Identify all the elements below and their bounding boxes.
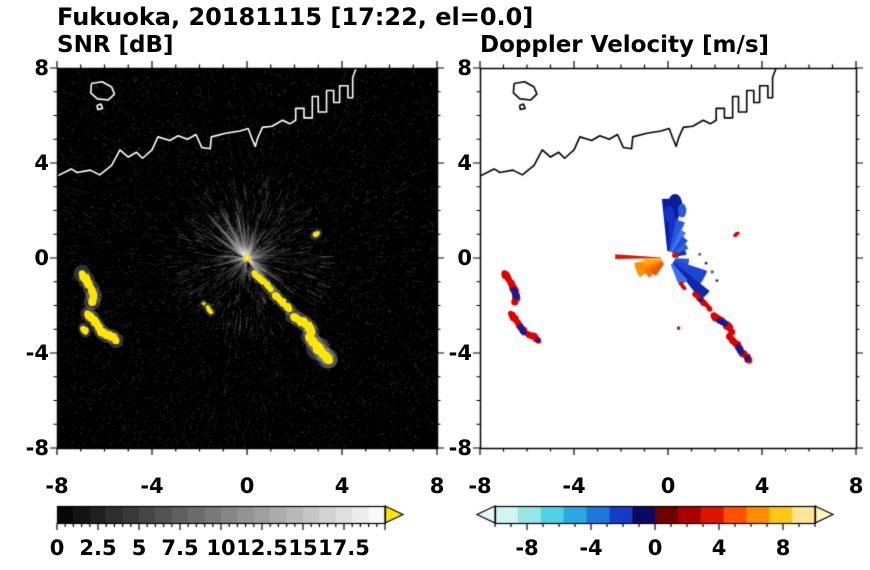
figure-title: Fukuoka, 20181115 [17:22, el=0.0]: [57, 3, 534, 31]
tick-label: 4: [34, 151, 49, 175]
tick-label: 0: [34, 246, 49, 270]
doppler-panel-title: Doppler Velocity [m/s]: [480, 32, 770, 58]
tick-label: -8: [25, 436, 49, 460]
tick-label: 4: [334, 474, 350, 498]
tick-label: 4: [754, 474, 770, 498]
tick-label: 4: [457, 151, 472, 175]
tick-label: 8: [429, 474, 445, 498]
tick-label: 0: [239, 474, 255, 498]
tick-label: -8: [448, 436, 472, 460]
tick-label: 10: [206, 536, 236, 560]
tick-label: -4: [25, 341, 49, 365]
tick-label: -8: [468, 474, 492, 498]
tick-label: 8: [775, 536, 791, 560]
tick-label: 17.5: [318, 536, 370, 560]
tick-label: -8: [515, 536, 539, 560]
tick-label: -4: [448, 341, 472, 365]
tick-label: 0: [647, 536, 663, 560]
tick-label: 0: [49, 536, 65, 560]
tick-label: 15: [288, 536, 318, 560]
tick-label: 8: [34, 56, 49, 80]
tick-label: -4: [579, 536, 603, 560]
tick-label: 5: [131, 536, 147, 560]
tick-label: 0: [457, 246, 472, 270]
tick-label: 0: [660, 474, 676, 498]
tick-label: 4: [711, 536, 727, 560]
tick-label: 12.5: [236, 536, 288, 560]
tick-label: -8: [45, 474, 69, 498]
tick-label: 2.5: [79, 536, 117, 560]
tick-label: 7.5: [161, 536, 199, 560]
tick-label: -4: [562, 474, 586, 498]
tick-label: 8: [848, 474, 864, 498]
tick-label: -4: [140, 474, 164, 498]
tick-label: 8: [457, 56, 472, 80]
snr-panel-title: SNR [dB]: [57, 32, 174, 58]
